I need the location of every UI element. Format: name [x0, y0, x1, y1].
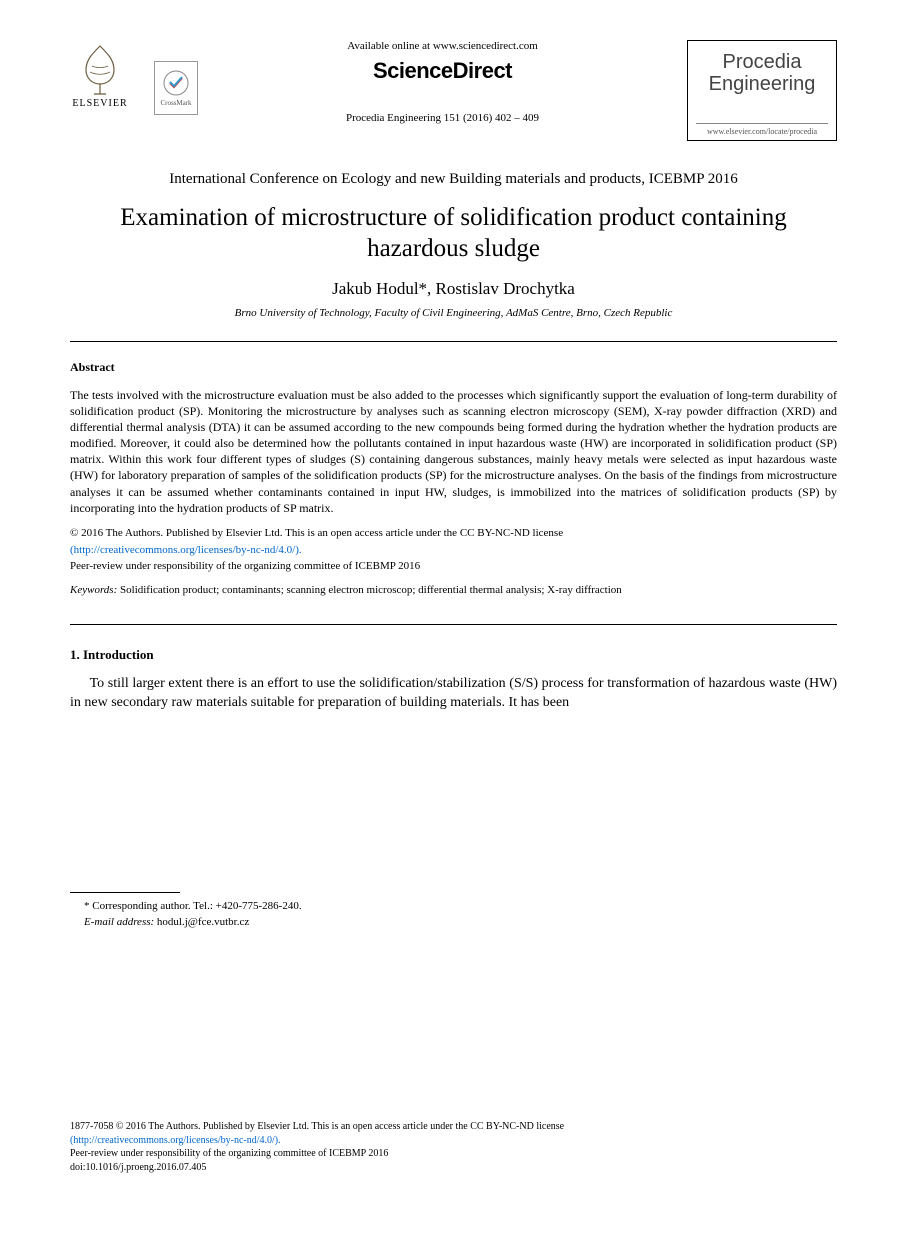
journal-name-line1: Procedia	[723, 51, 802, 73]
journal-name-line2: Engineering	[709, 73, 816, 95]
authors: Jakub Hodul*, Rostislav Drochytka	[70, 279, 837, 299]
footnote-rule	[70, 892, 180, 893]
footer-copyright: 1877-7058 © 2016 The Authors. Published …	[70, 1120, 837, 1134]
elsevier-tree-icon	[72, 40, 128, 96]
paper-title: Examination of microstructure of solidif…	[70, 202, 837, 265]
keywords-label: Keywords:	[70, 584, 117, 596]
section-1-heading: 1. Introduction	[70, 647, 837, 663]
section-1-body: To still larger extent there is an effor…	[70, 675, 837, 713]
available-online-text: Available online at www.sciencedirect.co…	[208, 40, 677, 52]
header-center: Available online at www.sciencedirect.co…	[198, 40, 687, 124]
page-footer: 1877-7058 © 2016 The Authors. Published …	[70, 1120, 837, 1174]
email-label: E-mail address:	[84, 916, 154, 928]
abstract-heading: Abstract	[70, 360, 837, 375]
journal-name: Procedia Engineering	[696, 51, 828, 95]
email-row: E-mail address: hodul.j@fce.vutbr.cz	[84, 915, 837, 930]
rule-top	[70, 341, 837, 342]
abstract-body: The tests involved with the microstructu…	[70, 387, 837, 517]
license-line: (http://creativecommons.org/licenses/by-…	[70, 543, 837, 558]
footer-peer: Peer-review under responsibility of the …	[70, 1147, 837, 1161]
citation-text: Procedia Engineering 151 (2016) 402 – 40…	[208, 112, 677, 124]
keywords-text: Solidification product; contaminants; sc…	[117, 584, 622, 596]
footnote-block: * Corresponding author. Tel.: +420-775-2…	[70, 899, 837, 930]
keywords-row: Keywords: Solidification product; contam…	[70, 584, 837, 596]
copyright-line: © 2016 The Authors. Published by Elsevie…	[70, 526, 837, 541]
header-row: ELSEVIER CrossMark Available online at w…	[70, 40, 837, 141]
corresponding-author: * Corresponding author. Tel.: +420-775-2…	[84, 899, 837, 914]
crossmark-label: CrossMark	[160, 99, 191, 107]
footer-doi: doi:10.1016/j.proeng.2016.07.405	[70, 1161, 837, 1175]
crossmark-icon	[162, 69, 190, 97]
license-link[interactable]: (http://creativecommons.org/licenses/by-…	[70, 544, 302, 556]
journal-box: Procedia Engineering www.elsevier.com/lo…	[687, 40, 837, 141]
conference-line: International Conference on Ecology and …	[70, 171, 837, 188]
journal-url: www.elsevier.com/locate/procedia	[696, 123, 828, 136]
email-value: hodul.j@fce.vutbr.cz	[154, 916, 249, 928]
elsevier-label: ELSEVIER	[72, 98, 127, 109]
affiliation: Brno University of Technology, Faculty o…	[70, 307, 837, 319]
footer-license-link[interactable]: (http://creativecommons.org/licenses/by-…	[70, 1135, 281, 1146]
elsevier-logo: ELSEVIER	[70, 40, 130, 115]
crossmark-badge[interactable]: CrossMark	[154, 61, 198, 115]
left-logos: ELSEVIER CrossMark	[70, 40, 198, 115]
footer-license: (http://creativecommons.org/licenses/by-…	[70, 1134, 837, 1148]
peer-review-line: Peer-review under responsibility of the …	[70, 560, 837, 572]
sciencedirect-brand: ScienceDirect	[208, 58, 677, 84]
